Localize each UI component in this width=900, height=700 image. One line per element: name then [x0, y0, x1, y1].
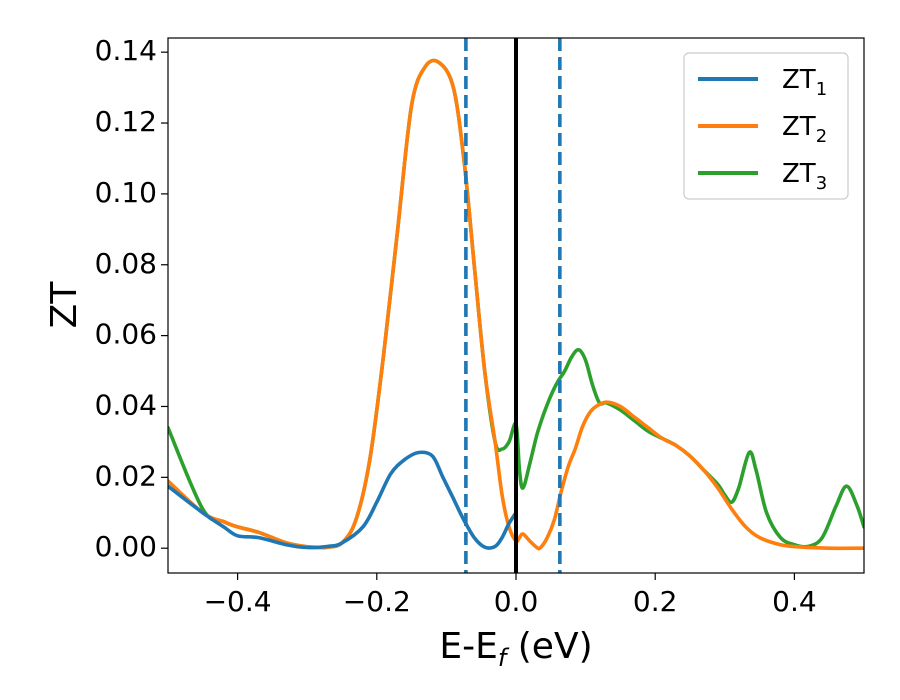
legend-box: [683, 52, 849, 200]
y-tick-label: 0.06: [95, 318, 157, 351]
legend-entry-subscript: 3: [816, 173, 827, 194]
x-tick-label: −0.2: [343, 585, 411, 618]
y-tick-label: 0.10: [95, 176, 157, 209]
y-tick-label: 0.04: [95, 388, 157, 421]
y-tick-label: 0.00: [95, 530, 157, 563]
legend-entry-name: ZT: [782, 112, 816, 142]
series-layer: [168, 58, 864, 551]
y-tick-label: 0.02: [95, 459, 157, 492]
x-tick-label: 0.2: [633, 585, 678, 618]
series-line-zt1: [168, 450, 518, 550]
legend-entry-label: ZT2: [782, 112, 827, 147]
y-axis-label: ZT: [44, 281, 85, 329]
legend-entry-name: ZT: [782, 159, 816, 189]
y-tick-label: 0.12: [95, 105, 157, 138]
x-axis-label-main: E-E: [439, 626, 497, 667]
y-tick-label: 0.14: [95, 34, 157, 67]
legend-entry-label: ZT3: [782, 159, 827, 194]
y-axis-ticks: 0.00 0.02 0.04 0.06 0.08 0.10 0.12 0.14: [95, 34, 168, 563]
plot-frame: [167, 37, 865, 574]
legend-entry-subscript: 2: [816, 126, 827, 147]
x-tick-label: −0.4: [204, 585, 272, 618]
x-axis-label: E-Ef (eV): [439, 626, 592, 672]
legend-entry-name: ZT: [782, 65, 816, 95]
x-axis-ticks: −0.4 −0.2 0.0 0.2 0.4: [204, 573, 817, 618]
x-axis-label-unit: (eV): [506, 626, 592, 667]
y-tick-label: 0.08: [95, 247, 157, 280]
x-tick-label: 0.0: [494, 585, 539, 618]
legend-entry-subscript: 1: [816, 79, 827, 100]
legend-entry-label: ZT1: [782, 65, 827, 100]
x-tick-label: 0.4: [772, 585, 817, 618]
vertical-lines: [464, 38, 562, 573]
